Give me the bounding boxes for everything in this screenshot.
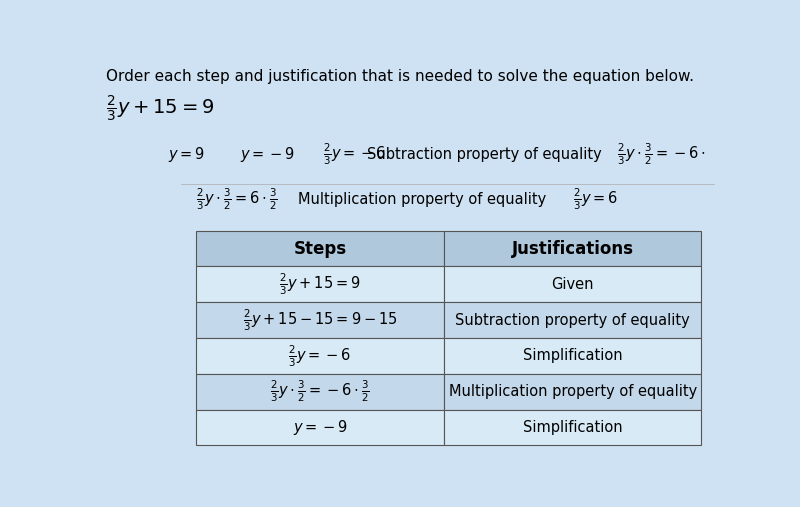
Text: $\frac{2}{3}y = 6$: $\frac{2}{3}y = 6$ <box>574 187 618 212</box>
Text: Justifications: Justifications <box>512 239 634 258</box>
FancyBboxPatch shape <box>444 374 702 410</box>
Text: Simplification: Simplification <box>523 420 622 435</box>
FancyBboxPatch shape <box>196 231 444 267</box>
FancyBboxPatch shape <box>196 338 444 374</box>
FancyBboxPatch shape <box>196 410 444 445</box>
Text: Steps: Steps <box>294 239 346 258</box>
Text: $y = -9$: $y = -9$ <box>240 145 295 164</box>
Text: Simplification: Simplification <box>523 348 622 364</box>
Text: $y = -9$: $y = -9$ <box>293 418 348 437</box>
Text: $\frac{2}{3}y = -6$: $\frac{2}{3}y = -6$ <box>322 142 386 167</box>
FancyBboxPatch shape <box>196 267 444 302</box>
Text: Subtraction property of equality: Subtraction property of equality <box>455 313 690 328</box>
Text: Multiplication property of equality: Multiplication property of equality <box>298 192 546 207</box>
Text: $\frac{2}{3}y + 15 = 9$: $\frac{2}{3}y + 15 = 9$ <box>279 272 361 297</box>
FancyBboxPatch shape <box>196 302 444 338</box>
Text: Multiplication property of equality: Multiplication property of equality <box>449 384 697 399</box>
FancyBboxPatch shape <box>444 231 702 267</box>
Text: $\frac{2}{3}y \cdot \frac{3}{2} = 6 \cdot \frac{3}{2}$: $\frac{2}{3}y \cdot \frac{3}{2} = 6 \cdo… <box>195 187 278 212</box>
Text: Order each step and justification that is needed to solve the equation below.: Order each step and justification that i… <box>106 69 694 85</box>
Text: $\frac{2}{3}y + 15 - 15 = 9 - 15$: $\frac{2}{3}y + 15 - 15 = 9 - 15$ <box>242 307 398 333</box>
Text: $y = 9$: $y = 9$ <box>168 145 206 164</box>
FancyBboxPatch shape <box>444 338 702 374</box>
FancyBboxPatch shape <box>444 267 702 302</box>
Text: Given: Given <box>551 277 594 292</box>
FancyBboxPatch shape <box>444 302 702 338</box>
Text: $\frac{2}{3}y \cdot \frac{3}{2} = -6 \cdot$: $\frac{2}{3}y \cdot \frac{3}{2} = -6 \cd… <box>617 142 706 167</box>
Text: $\frac{2}{3}y + 15 = 9$: $\frac{2}{3}y + 15 = 9$ <box>106 94 214 124</box>
Text: $\frac{2}{3}y = -6$: $\frac{2}{3}y = -6$ <box>289 343 352 369</box>
Text: $\frac{2}{3}y \cdot \frac{3}{2} = -6 \cdot \frac{3}{2}$: $\frac{2}{3}y \cdot \frac{3}{2} = -6 \cd… <box>270 379 370 405</box>
FancyBboxPatch shape <box>196 374 444 410</box>
Text: Subtraction property of equality: Subtraction property of equality <box>367 147 602 162</box>
FancyBboxPatch shape <box>444 410 702 445</box>
